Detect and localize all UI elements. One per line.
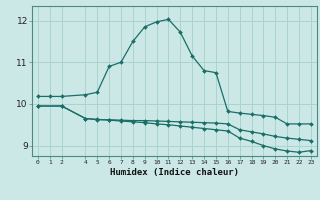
X-axis label: Humidex (Indice chaleur): Humidex (Indice chaleur) [110, 168, 239, 177]
